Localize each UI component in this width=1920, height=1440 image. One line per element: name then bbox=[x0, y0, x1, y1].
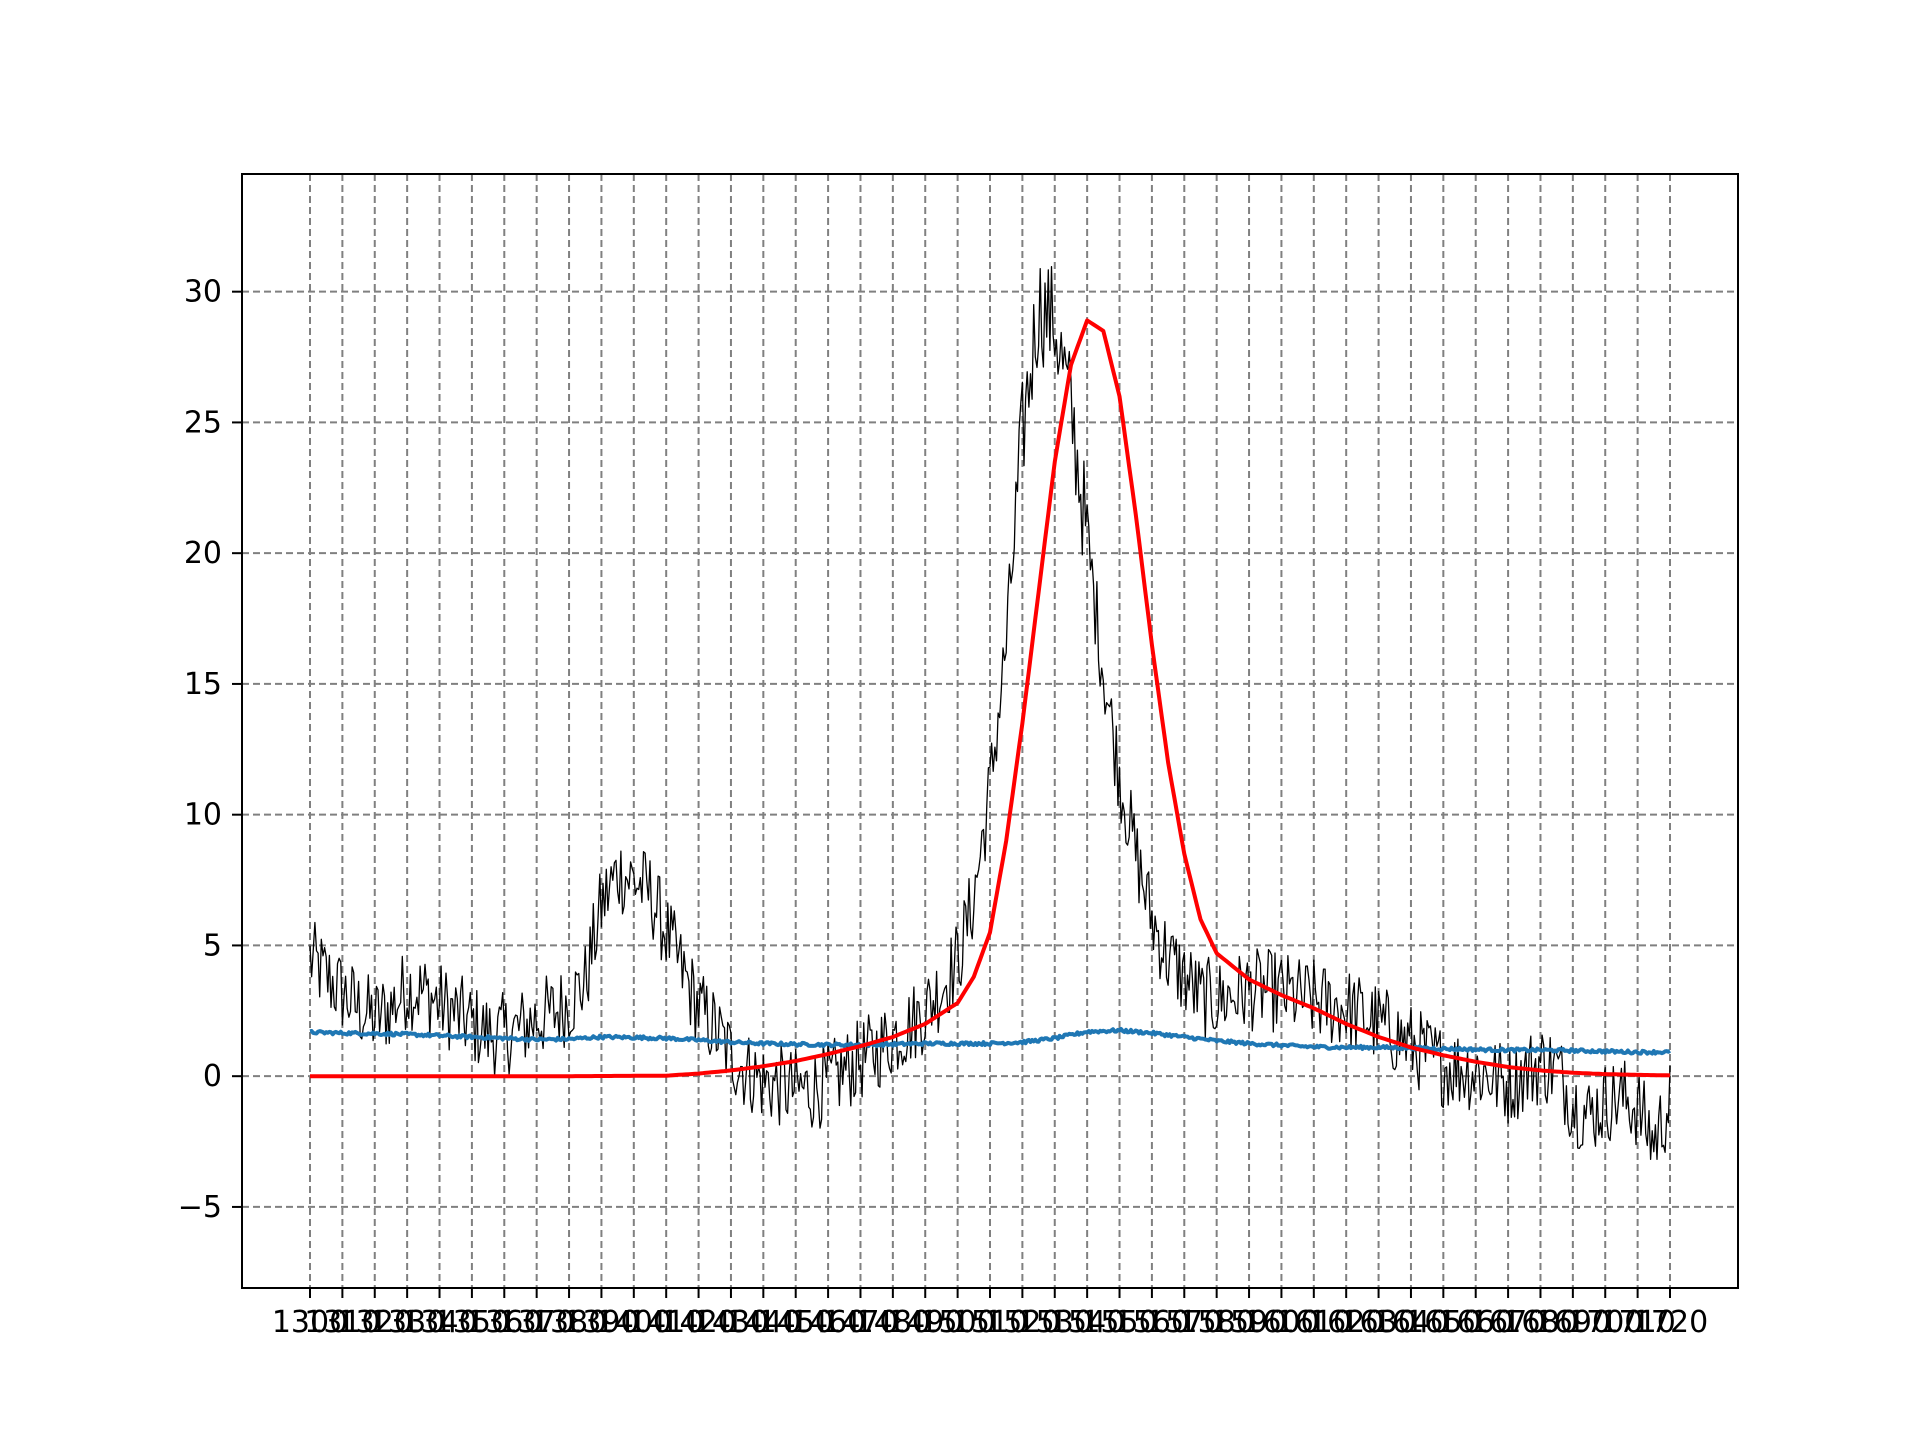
x-tick-label: 1520 bbox=[984, 1305, 1060, 1340]
x-tick-label: 1550 bbox=[1081, 1305, 1157, 1340]
x-tick-label: 1590 bbox=[1211, 1305, 1287, 1340]
x-tick-label: 1640 bbox=[1373, 1305, 1449, 1340]
x-tick-label: 1610 bbox=[1276, 1305, 1352, 1340]
x-tick-label: 1350 bbox=[434, 1305, 510, 1340]
x-tick-label: 1480 bbox=[855, 1305, 931, 1340]
x-tick-label: 1670 bbox=[1470, 1305, 1546, 1340]
y-tick-label: 25 bbox=[184, 405, 222, 440]
x-tick-label: 1490 bbox=[887, 1305, 963, 1340]
y-tick-label: −5 bbox=[178, 1190, 222, 1225]
y-tick-label: 5 bbox=[203, 928, 222, 963]
x-tick-label: 1510 bbox=[952, 1305, 1028, 1340]
x-tick-label: 1560 bbox=[1114, 1305, 1190, 1340]
x-tick-label: 1720 bbox=[1632, 1305, 1708, 1340]
x-tick-label: 1660 bbox=[1438, 1305, 1514, 1340]
x-tick-label: 1400 bbox=[596, 1305, 672, 1340]
y-tick-label: 30 bbox=[184, 275, 222, 310]
x-tick-label: 1650 bbox=[1405, 1305, 1481, 1340]
y-tick-label: 0 bbox=[203, 1059, 222, 1094]
x-tick-label: 1580 bbox=[1178, 1305, 1254, 1340]
x-tick-label: 1370 bbox=[498, 1305, 574, 1340]
x-tick-label: 1340 bbox=[401, 1305, 477, 1340]
x-tick-label: 1530 bbox=[1017, 1305, 1093, 1340]
x-tick-label: 1320 bbox=[337, 1305, 413, 1340]
x-tick-label: 1300 bbox=[272, 1305, 348, 1340]
x-tick-label: 1470 bbox=[822, 1305, 898, 1340]
x-tick-label: 1500 bbox=[919, 1305, 995, 1340]
measurement-line bbox=[309, 265, 1671, 1160]
x-tick-label: 1690 bbox=[1535, 1305, 1611, 1340]
baseline-line bbox=[309, 1027, 1671, 1056]
series-group bbox=[309, 265, 1671, 1160]
x-tick-label: 1570 bbox=[1146, 1305, 1222, 1340]
y-tick-label: 15 bbox=[184, 667, 222, 702]
x-tick-label: 1630 bbox=[1340, 1305, 1416, 1340]
x-tick-label: 1450 bbox=[758, 1305, 834, 1340]
x-tick-label: 1700 bbox=[1567, 1305, 1643, 1340]
x-tick-label: 1540 bbox=[1049, 1305, 1125, 1340]
y-tick-label: 20 bbox=[184, 536, 222, 571]
x-tick-label: 1710 bbox=[1599, 1305, 1675, 1340]
grid bbox=[242, 174, 1738, 1288]
x-tick-label: 1430 bbox=[693, 1305, 769, 1340]
x-tick-label: 1620 bbox=[1308, 1305, 1384, 1340]
x-tick-label: 1440 bbox=[725, 1305, 801, 1340]
x-tick-label: 1420 bbox=[660, 1305, 736, 1340]
x-tick-label: 1600 bbox=[1243, 1305, 1319, 1340]
x-tick-label: 1310 bbox=[304, 1305, 380, 1340]
x-tick-label: 1380 bbox=[531, 1305, 607, 1340]
x-tick-label: 1410 bbox=[628, 1305, 704, 1340]
fit-curve-line bbox=[310, 318, 1671, 1079]
x-tick-label: 1390 bbox=[563, 1305, 639, 1340]
tick-labels: −505101520253013001310132013301340135013… bbox=[178, 275, 1708, 1340]
x-tick-label: 1330 bbox=[369, 1305, 445, 1340]
x-tick-label: 1360 bbox=[466, 1305, 542, 1340]
x-tick-label: 1460 bbox=[790, 1305, 866, 1340]
y-tick-label: 10 bbox=[184, 798, 222, 833]
x-tick-label: 1680 bbox=[1502, 1305, 1578, 1340]
axes bbox=[232, 173, 1739, 1298]
